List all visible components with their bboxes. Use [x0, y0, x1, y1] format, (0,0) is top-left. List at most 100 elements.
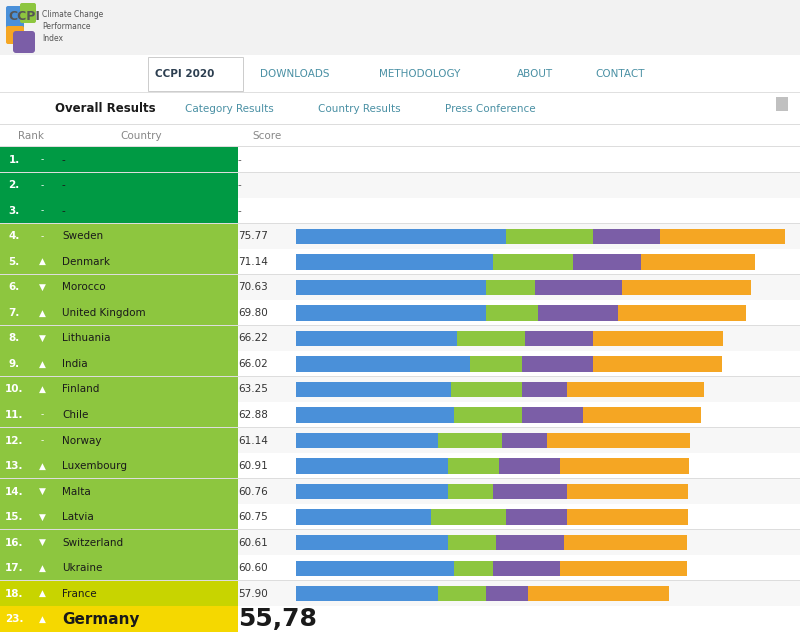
- Bar: [0, 55, 800, 93]
- Bar: [534, 280, 622, 295]
- FancyBboxPatch shape: [13, 31, 35, 53]
- Bar: [525, 331, 593, 346]
- Bar: [522, 382, 566, 397]
- Bar: [296, 305, 486, 320]
- Bar: [0, 402, 28, 428]
- Bar: [56, 402, 238, 428]
- Bar: [506, 509, 566, 525]
- Bar: [28, 249, 56, 275]
- Bar: [56, 377, 238, 402]
- Text: 71.14: 71.14: [238, 257, 268, 267]
- Text: 70.63: 70.63: [238, 283, 268, 293]
- FancyBboxPatch shape: [6, 26, 24, 44]
- Text: 66.22: 66.22: [238, 334, 268, 343]
- Bar: [454, 561, 493, 576]
- Bar: [0, 581, 800, 607]
- Text: France: France: [62, 589, 97, 599]
- Text: 75.77: 75.77: [238, 231, 268, 241]
- Text: 9.: 9.: [9, 359, 19, 369]
- Bar: [528, 586, 670, 602]
- Text: 14.: 14.: [5, 487, 23, 497]
- Bar: [28, 530, 56, 556]
- Text: 18.: 18.: [5, 589, 23, 599]
- Bar: [0, 275, 800, 300]
- Bar: [447, 484, 493, 499]
- Text: 69.80: 69.80: [238, 308, 268, 318]
- Bar: [560, 561, 686, 576]
- Text: ▼: ▼: [38, 538, 46, 547]
- Text: -: -: [62, 155, 66, 165]
- Bar: [28, 275, 56, 300]
- Text: Country: Country: [120, 131, 162, 141]
- Bar: [431, 509, 506, 525]
- Text: 8.: 8.: [8, 334, 20, 343]
- Bar: [0, 249, 28, 275]
- Text: Rank: Rank: [18, 131, 44, 141]
- Bar: [563, 535, 686, 550]
- Bar: [28, 351, 56, 377]
- Bar: [56, 453, 238, 479]
- Bar: [0, 479, 28, 504]
- Text: 62.88: 62.88: [238, 410, 268, 420]
- Text: -: -: [40, 436, 44, 445]
- Bar: [56, 249, 238, 275]
- Text: ▲: ▲: [38, 308, 46, 317]
- Text: 4.: 4.: [8, 231, 20, 241]
- Bar: [593, 356, 722, 372]
- Bar: [0, 173, 28, 198]
- Text: ▲: ▲: [38, 589, 46, 599]
- Text: -: -: [40, 206, 44, 216]
- Bar: [566, 382, 704, 397]
- Text: ▲: ▲: [38, 564, 46, 573]
- Bar: [0, 428, 28, 453]
- Bar: [470, 356, 522, 372]
- Bar: [622, 280, 751, 295]
- Bar: [0, 147, 800, 173]
- Bar: [0, 325, 28, 351]
- Bar: [583, 408, 702, 423]
- Bar: [660, 229, 785, 244]
- Text: 13.: 13.: [5, 461, 23, 471]
- Text: 60.75: 60.75: [238, 512, 268, 522]
- Bar: [0, 275, 28, 300]
- Text: -: -: [40, 155, 44, 164]
- Bar: [0, 351, 28, 377]
- Bar: [0, 93, 800, 125]
- Bar: [522, 356, 593, 372]
- Text: Score: Score: [252, 131, 282, 141]
- Text: METHODOLOGY: METHODOLOGY: [379, 69, 461, 79]
- Bar: [296, 356, 470, 372]
- Text: Norway: Norway: [62, 435, 102, 446]
- Bar: [56, 173, 238, 198]
- Bar: [28, 581, 56, 607]
- Bar: [28, 607, 56, 632]
- Bar: [447, 458, 499, 474]
- Bar: [506, 229, 593, 244]
- Text: 15.: 15.: [5, 512, 23, 522]
- Bar: [296, 586, 438, 602]
- Bar: [0, 504, 800, 530]
- Bar: [56, 479, 238, 504]
- Text: 5.: 5.: [8, 257, 20, 267]
- Bar: [0, 530, 28, 556]
- Bar: [454, 408, 522, 423]
- Text: 60.76: 60.76: [238, 487, 268, 497]
- Text: 61.14: 61.14: [238, 435, 268, 446]
- Text: CCPI 2020: CCPI 2020: [155, 69, 214, 79]
- Bar: [499, 458, 560, 474]
- Text: 6.: 6.: [8, 283, 20, 293]
- Bar: [296, 484, 447, 499]
- Bar: [56, 556, 238, 581]
- Text: 17.: 17.: [5, 563, 23, 573]
- Bar: [0, 300, 800, 325]
- Text: 23.: 23.: [5, 614, 23, 624]
- Bar: [538, 305, 618, 320]
- Bar: [296, 280, 486, 295]
- Text: -: -: [62, 206, 66, 216]
- Bar: [0, 198, 28, 224]
- Bar: [0, 146, 800, 147]
- Bar: [0, 124, 800, 125]
- Bar: [0, 530, 800, 556]
- Text: Denmark: Denmark: [62, 257, 110, 267]
- Bar: [0, 198, 800, 224]
